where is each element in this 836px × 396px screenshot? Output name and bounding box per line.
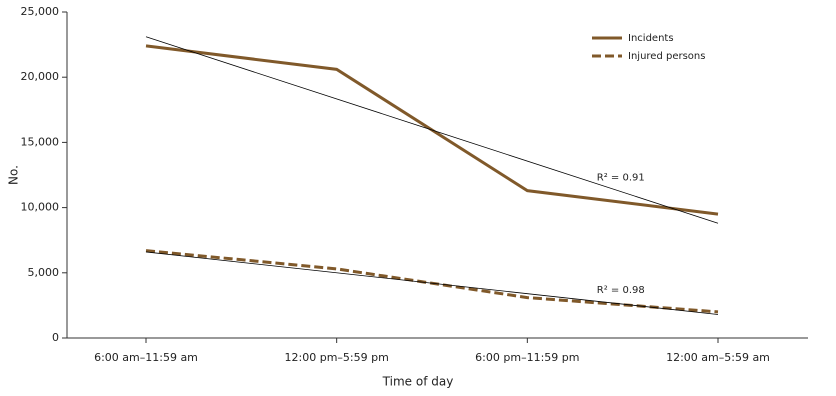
y-tick-label: 10,000 bbox=[21, 201, 60, 214]
x-tick-label: 6:00 am–11:59 am bbox=[94, 351, 198, 364]
y-tick-label: 25,000 bbox=[21, 5, 60, 18]
trend-line bbox=[145, 251, 719, 315]
trend-label: R² = 0.91 bbox=[597, 173, 645, 184]
series-line bbox=[145, 249, 719, 314]
y-tick-label: 5,000 bbox=[28, 266, 60, 279]
x-tick-label: 12:00 pm–5:59 pm bbox=[285, 351, 389, 364]
y-tick-label: 20,000 bbox=[21, 70, 60, 83]
legend-label: Incidents bbox=[628, 33, 674, 44]
x-tick-label: 6:00 pm–11:59 pm bbox=[475, 351, 579, 364]
y-tick-label: 0 bbox=[52, 331, 59, 344]
trend-label: R² = 0.98 bbox=[597, 285, 645, 296]
x-axis-label: Time of day bbox=[382, 375, 454, 389]
legend-label: Injured persons bbox=[628, 51, 705, 62]
trend-line bbox=[145, 36, 719, 224]
x-tick-label: 12:00 am–5:59 am bbox=[666, 351, 770, 364]
y-axis-label: No. bbox=[7, 165, 21, 185]
y-tick-label: 15,000 bbox=[21, 135, 60, 148]
